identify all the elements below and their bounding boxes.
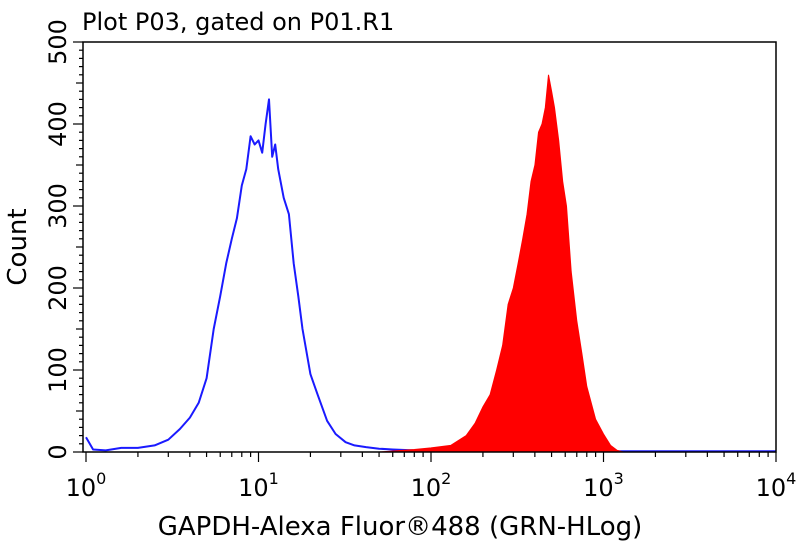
y-tick-label: 300 <box>44 183 72 229</box>
chart-title: Plot P03, gated on P01.R1 <box>82 8 394 36</box>
x-tick-label: 102 <box>411 469 452 502</box>
y-tick-label: 100 <box>44 347 72 393</box>
x-tick-base: 10 <box>238 474 269 502</box>
x-tick-exponent: 4 <box>786 469 796 488</box>
x-tick-label: 104 <box>756 469 797 502</box>
y-tick-label: 200 <box>44 265 72 311</box>
y-tick-label: 400 <box>44 101 72 147</box>
y-tick-label: 0 <box>44 444 72 459</box>
y-axis-title: Count <box>3 208 33 285</box>
x-tick-base: 10 <box>411 474 442 502</box>
x-tick-exponent: 1 <box>269 469 279 488</box>
y-tick-label: 500 <box>44 19 72 65</box>
x-tick-base: 10 <box>583 474 614 502</box>
x-tick-label: 103 <box>583 469 624 502</box>
x-tick-label: 100 <box>66 469 107 502</box>
x-tick-base: 10 <box>66 474 97 502</box>
series-layer <box>85 74 776 453</box>
x-tick-exponent: 2 <box>441 469 451 488</box>
series-0-line <box>85 98 776 453</box>
x-tick-label: 101 <box>238 469 279 502</box>
x-tick-exponent: 3 <box>614 469 624 488</box>
series-1-area <box>379 74 624 453</box>
plot-frame <box>82 41 777 453</box>
x-axis: 100 101 102 103 104 <box>66 452 797 502</box>
y-axis: 0 100 200 300 400 500 <box>44 19 83 460</box>
x-tick-base: 10 <box>756 474 787 502</box>
x-tick-exponent: 0 <box>96 469 106 488</box>
x-axis-title: GAPDH-Alexa Fluor®488 (GRN-HLog) <box>158 512 643 542</box>
